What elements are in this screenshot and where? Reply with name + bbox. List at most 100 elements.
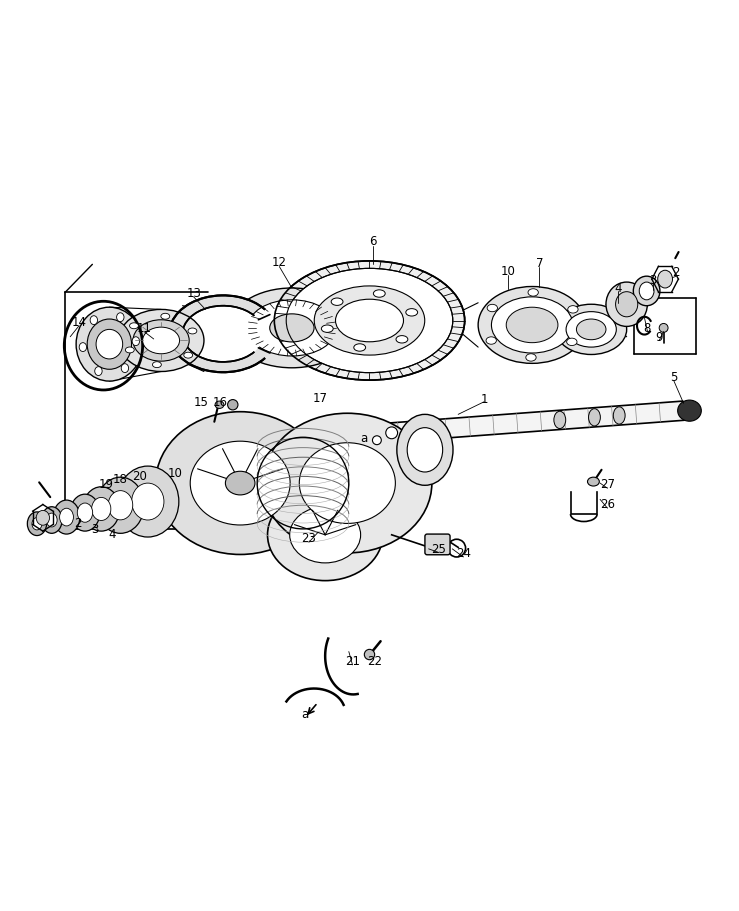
FancyBboxPatch shape [425,535,450,555]
Text: 10: 10 [501,264,516,278]
Ellipse shape [108,491,133,520]
Ellipse shape [566,312,616,348]
Text: 19: 19 [98,477,113,490]
Ellipse shape [95,367,102,376]
Text: 15: 15 [194,396,208,409]
Ellipse shape [215,402,224,409]
Ellipse shape [263,414,432,553]
Ellipse shape [190,442,290,526]
Ellipse shape [556,305,627,355]
Ellipse shape [606,282,647,327]
Ellipse shape [486,337,497,345]
Text: 3: 3 [649,273,656,286]
Polygon shape [188,402,684,457]
Ellipse shape [321,325,333,333]
Text: 27: 27 [600,477,615,490]
Text: 20: 20 [132,470,147,483]
Text: 9: 9 [655,331,663,343]
Ellipse shape [41,507,62,534]
Ellipse shape [184,353,193,359]
Ellipse shape [290,507,361,563]
Ellipse shape [373,291,385,298]
Text: 2: 2 [74,517,81,530]
Ellipse shape [60,508,73,527]
Ellipse shape [658,271,672,289]
Ellipse shape [133,321,189,362]
Text: 24: 24 [456,547,471,559]
Ellipse shape [336,300,403,343]
Ellipse shape [286,269,453,374]
Ellipse shape [36,511,50,526]
Text: a: a [302,707,309,721]
Ellipse shape [132,484,164,520]
Ellipse shape [90,316,98,325]
Ellipse shape [117,313,124,322]
Text: 17: 17 [313,392,327,404]
Text: 16: 16 [213,396,228,409]
Text: 3: 3 [91,523,98,536]
Ellipse shape [407,428,443,473]
Ellipse shape [79,343,86,353]
Ellipse shape [87,320,132,370]
Ellipse shape [83,487,120,531]
Text: 6: 6 [370,235,377,248]
Ellipse shape [268,489,383,581]
Ellipse shape [397,415,453,486]
Ellipse shape [567,339,577,346]
Ellipse shape [506,308,558,343]
Text: 4: 4 [614,282,621,295]
Ellipse shape [478,287,586,364]
Ellipse shape [314,287,425,355]
Ellipse shape [528,290,538,297]
Ellipse shape [274,261,465,381]
Ellipse shape [228,400,238,411]
Ellipse shape [169,296,277,373]
Text: 10: 10 [168,466,183,480]
Ellipse shape [183,306,264,363]
Text: 26: 26 [600,497,615,510]
Ellipse shape [53,500,80,535]
Ellipse shape [97,477,144,534]
Text: 23: 23 [302,532,316,545]
Ellipse shape [27,512,47,536]
Ellipse shape [76,308,143,382]
Ellipse shape [129,323,138,330]
Text: 11: 11 [137,322,151,335]
Ellipse shape [678,401,701,422]
Ellipse shape [92,498,111,521]
Text: 18: 18 [112,473,127,486]
Ellipse shape [576,320,606,341]
Ellipse shape [639,282,654,301]
Text: a: a [361,431,368,445]
Ellipse shape [613,407,625,425]
Ellipse shape [70,495,100,531]
Ellipse shape [152,363,161,368]
Ellipse shape [491,298,573,353]
Ellipse shape [659,324,668,333]
Ellipse shape [616,292,638,317]
Ellipse shape [143,328,180,354]
Ellipse shape [225,472,255,496]
Text: 14: 14 [72,316,86,329]
Ellipse shape [386,427,398,439]
Ellipse shape [554,412,566,429]
Ellipse shape [47,514,57,527]
Ellipse shape [526,354,537,362]
Ellipse shape [588,409,600,426]
Text: 25: 25 [432,542,446,555]
Ellipse shape [588,477,599,486]
Ellipse shape [248,301,336,356]
Ellipse shape [132,337,140,346]
Ellipse shape [568,306,578,313]
Ellipse shape [299,444,395,524]
Ellipse shape [396,336,408,343]
Text: 22: 22 [367,654,382,667]
Ellipse shape [78,504,92,523]
Ellipse shape [161,314,170,320]
Ellipse shape [32,518,42,530]
Text: 12: 12 [272,256,287,269]
Ellipse shape [406,310,418,317]
Ellipse shape [117,466,179,537]
Text: 5: 5 [670,371,678,384]
Text: 1: 1 [480,393,488,406]
